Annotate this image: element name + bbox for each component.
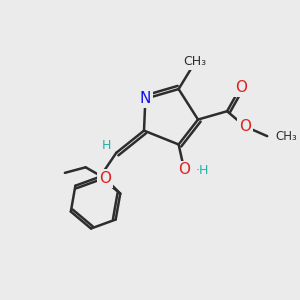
Text: O: O: [99, 171, 111, 186]
Text: O: O: [239, 119, 251, 134]
Text: O: O: [178, 162, 190, 177]
Text: H: H: [102, 139, 111, 152]
Text: ·H: ·H: [195, 164, 208, 177]
Text: N: N: [140, 91, 151, 106]
Text: CH₃: CH₃: [183, 55, 206, 68]
Text: CH₃: CH₃: [275, 130, 297, 143]
Text: O: O: [235, 80, 247, 95]
